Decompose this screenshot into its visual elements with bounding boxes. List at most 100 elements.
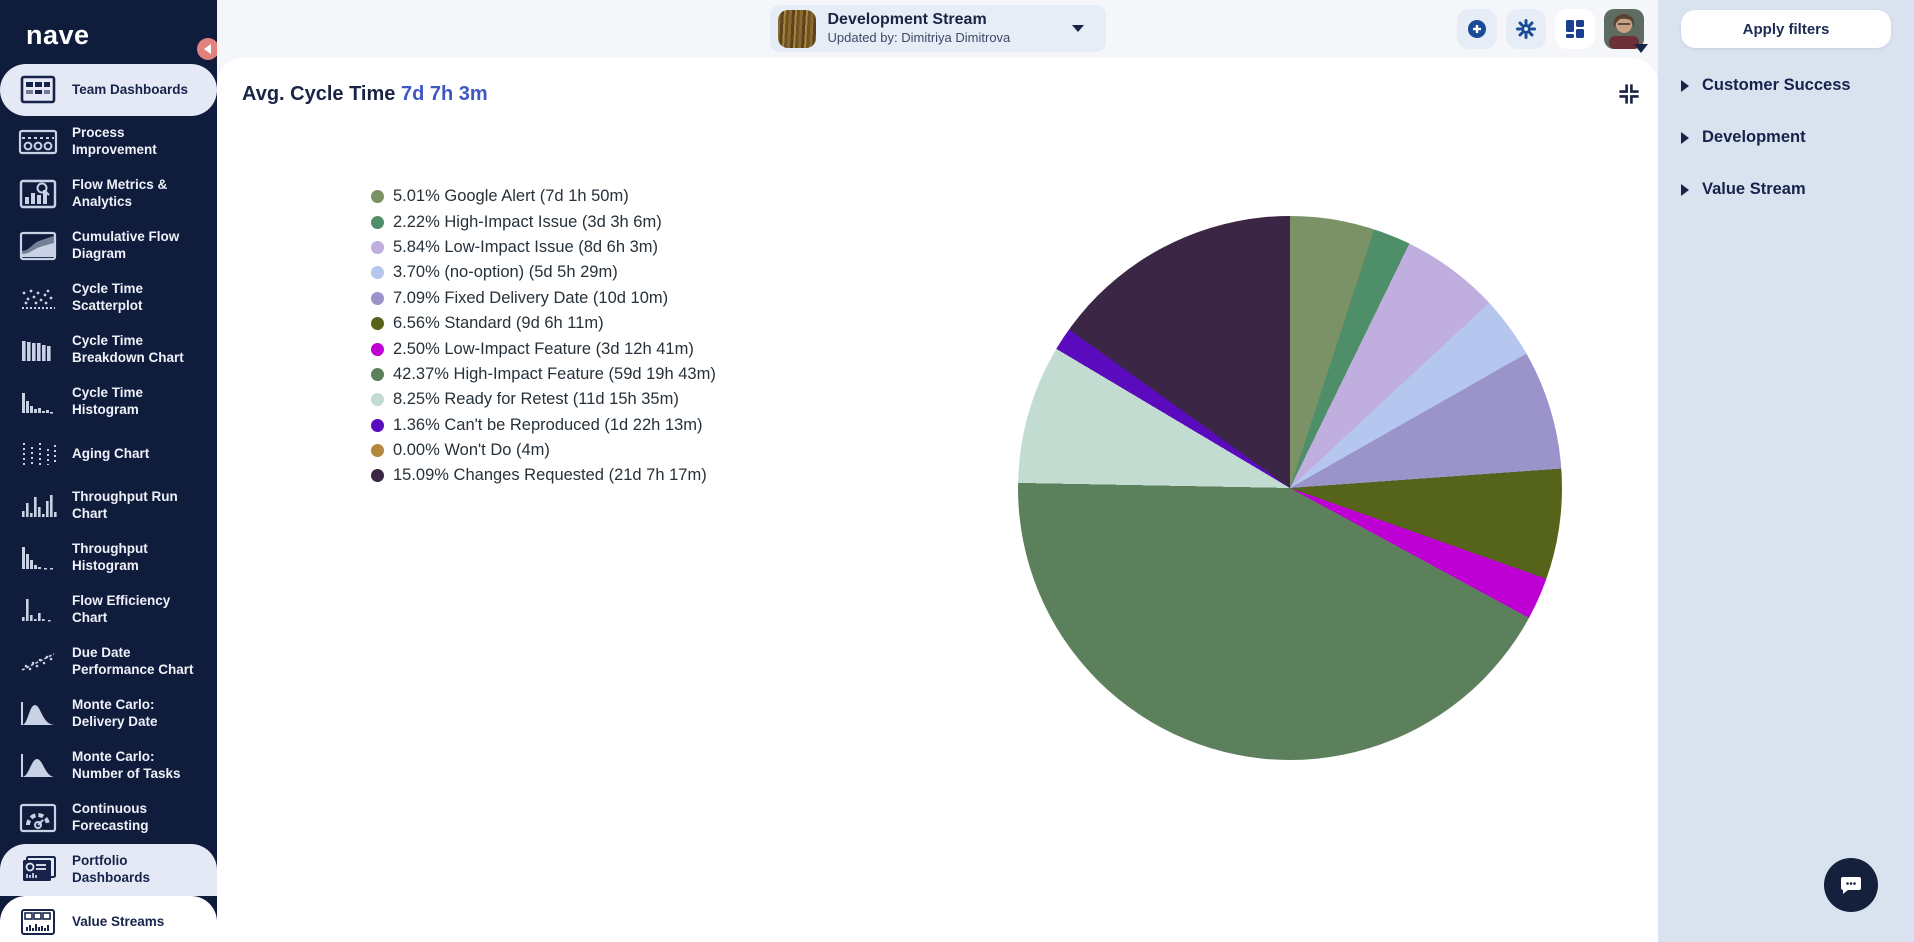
- filter-sections: Customer Success Development Value Strea…: [1681, 76, 1891, 199]
- sidebar-item[interactable]: Flow Metrics & Analytics: [0, 168, 217, 220]
- board-selector[interactable]: Development Stream Updated by: Dimitriya…: [769, 5, 1106, 52]
- legend-item[interactable]: 15.09% Changes Requested (21d 7h 17m): [371, 463, 716, 488]
- sidebar-item-label: Monte Carlo: Delivery Date: [72, 697, 158, 729]
- sidebar-item-label: Flow Metrics & Analytics: [72, 177, 168, 209]
- legend-label: 5.01% Google Alert (7d 1h 50m): [393, 187, 629, 206]
- cycle-time-breakdown-icon: [14, 333, 62, 367]
- legend-color-dot: [371, 469, 384, 483]
- user-avatar[interactable]: [1604, 9, 1648, 53]
- legend-label: 1.36% Can't be Reproduced (1d 22h 13m): [393, 415, 703, 434]
- chevron-left-icon: [203, 44, 211, 54]
- legend-item[interactable]: 5.01% Google Alert (7d 1h 50m): [371, 184, 716, 209]
- legend-color-dot: [371, 215, 384, 229]
- throughput-histogram-icon: [14, 541, 62, 575]
- sidebar-item-label: Flow Efficiency Chart: [72, 593, 171, 625]
- chart-metric-value: 7d 7h 3m: [400, 83, 488, 105]
- flow-metrics-icon: [14, 177, 62, 211]
- chevron-right-icon: [1681, 183, 1689, 196]
- sidebar-item-label: Team Dashboards: [72, 81, 189, 97]
- filter-section-label: Customer Success: [1702, 76, 1851, 94]
- sidebar-item[interactable]: Process Improvement: [0, 116, 217, 168]
- dashboard-grid-icon: [1566, 20, 1584, 38]
- sidebar-item[interactable]: Cycle Time Scatterplot: [0, 272, 217, 324]
- legend-color-dot: [371, 342, 384, 356]
- collapse-widget-button[interactable]: [1616, 82, 1642, 108]
- cycle-time-scatterplot-icon: [14, 281, 62, 315]
- sidebar-item[interactable]: Continuous Forecasting: [0, 792, 217, 844]
- sidebar-item[interactable]: Cycle Time Breakdown Chart: [0, 324, 217, 376]
- sidebar-item-label: Cycle Time Breakdown Chart: [72, 333, 184, 365]
- filter-section-label: Value Stream: [1702, 180, 1806, 198]
- board-name: Development Stream: [827, 11, 987, 29]
- throughput-run-icon: [14, 489, 62, 523]
- flow-efficiency-icon: [14, 593, 62, 627]
- legend-label: 0.00% Won't Do (4m): [393, 441, 550, 460]
- continuous-forecasting-icon: [14, 801, 62, 835]
- filter-section-toggle[interactable]: Development: [1681, 128, 1891, 147]
- avg-cycle-time-card: Avg. Cycle Time 7d 7h 3m 5.01% Google Al…: [217, 58, 1658, 942]
- legend-item[interactable]: 8.25% Ready for Retest (11d 15h 35m): [371, 387, 716, 412]
- sidebar-item-label: Throughput Run Chart: [72, 489, 178, 521]
- legend-label: 8.25% Ready for Retest (11d 15h 35m): [393, 390, 679, 409]
- sidebar-item-label: Monte Carlo: Number of Tasks: [72, 749, 181, 781]
- filter-section-toggle[interactable]: Value Stream: [1681, 180, 1891, 199]
- sidebar-item[interactable]: Throughput Histogram: [0, 532, 217, 584]
- legend-color-dot: [371, 190, 384, 204]
- legend-color-dot: [371, 317, 384, 331]
- sidebar-item-label: Continuous Forecasting: [72, 801, 149, 833]
- chevron-down-icon: [1634, 44, 1648, 53]
- filter-section-toggle[interactable]: Customer Success: [1681, 76, 1891, 95]
- due-date-performance-icon: [14, 645, 62, 679]
- value-streams-icon: [14, 905, 62, 939]
- add-button[interactable]: [1457, 9, 1497, 49]
- sidebar-collapse-button[interactable]: [197, 38, 217, 60]
- sidebar-item[interactable]: Flow Efficiency Chart: [0, 584, 217, 636]
- legend-label: 42.37% High-Impact Feature (59d 19h 43m): [393, 364, 716, 383]
- sidebar-item-label: Aging Chart: [72, 445, 150, 461]
- sidebar-item[interactable]: Throughput Run Chart: [0, 480, 217, 532]
- chevron-down-icon: [1071, 25, 1084, 32]
- sidebar-item-label: Process Improvement: [72, 125, 157, 157]
- nave-logo: nave: [26, 20, 90, 50]
- monte-carlo-tasks-icon: [14, 749, 62, 783]
- sidebar-item-label: Portfolio Dashboards: [72, 853, 151, 885]
- legend-label: 15.09% Changes Requested (21d 7h 17m): [393, 466, 707, 485]
- board-updated-by: Updated by: Dimitriya Dimitrova: [827, 29, 1011, 45]
- sidebar-item[interactable]: Value Streams: [0, 896, 217, 942]
- dashboards-grid-button[interactable]: [1555, 9, 1595, 49]
- sidebar-item[interactable]: Cycle Time Histogram: [0, 376, 217, 428]
- legend-item[interactable]: 1.36% Can't be Reproduced (1d 22h 13m): [371, 413, 716, 438]
- sidebar-item[interactable]: Monte Carlo: Delivery Date: [0, 688, 217, 740]
- sidebar-item[interactable]: Monte Carlo: Number of Tasks: [0, 740, 217, 792]
- legend-item[interactable]: 5.84% Low-Impact Issue (8d 6h 3m): [371, 235, 716, 260]
- legend-item[interactable]: 6.56% Standard (9d 6h 11m): [371, 311, 716, 336]
- sidebar-item[interactable]: Portfolio Dashboards: [0, 844, 217, 896]
- sidebar-item[interactable]: Team Dashboards: [0, 64, 217, 116]
- filters-panel: Apply filters Customer Success Developme…: [1658, 0, 1914, 942]
- sidebar-item[interactable]: Cumulative Flow Diagram: [0, 220, 217, 272]
- legend-color-dot: [371, 291, 384, 305]
- chevron-right-icon: [1681, 131, 1689, 144]
- sidebar-item[interactable]: Aging Chart: [0, 428, 217, 480]
- legend-item[interactable]: 2.22% High-Impact Issue (3d 3h 6m): [371, 209, 716, 234]
- top-bar: Development Stream Updated by: Dimitriya…: [217, 0, 1658, 58]
- user-portrait-icon: [1604, 9, 1644, 49]
- plus-icon: [1468, 20, 1486, 38]
- legend-item[interactable]: 7.09% Fixed Delivery Date (10d 10m): [371, 286, 716, 311]
- apply-filters-button[interactable]: Apply filters: [1681, 10, 1891, 48]
- pie-chart[interactable]: [1018, 216, 1562, 760]
- legend-item[interactable]: 3.70% (no-option) (5d 5h 29m): [371, 260, 716, 285]
- sidebar-item-label: Throughput Histogram: [72, 541, 148, 573]
- sidebar-item[interactable]: Due Date Performance Chart: [0, 636, 217, 688]
- legend-item[interactable]: 42.37% High-Impact Feature (59d 19h 43m): [371, 362, 716, 387]
- pie-legend: 5.01% Google Alert (7d 1h 50m) 2.22% Hig…: [371, 184, 716, 489]
- settings-button[interactable]: [1506, 9, 1546, 49]
- legend-label: 6.56% Standard (9d 6h 11m): [393, 314, 604, 333]
- left-sidebar: nave Team Dashboards Process Improvement…: [0, 0, 217, 942]
- chat-bubble-icon: [1841, 877, 1861, 894]
- chat-button[interactable]: [1824, 858, 1878, 912]
- main-area: Development Stream Updated by: Dimitriya…: [217, 0, 1658, 942]
- legend-item[interactable]: 2.50% Low-Impact Feature (3d 12h 41m): [371, 336, 716, 361]
- process-improvement-icon: [14, 125, 62, 159]
- legend-item[interactable]: 0.00% Won't Do (4m): [371, 438, 716, 463]
